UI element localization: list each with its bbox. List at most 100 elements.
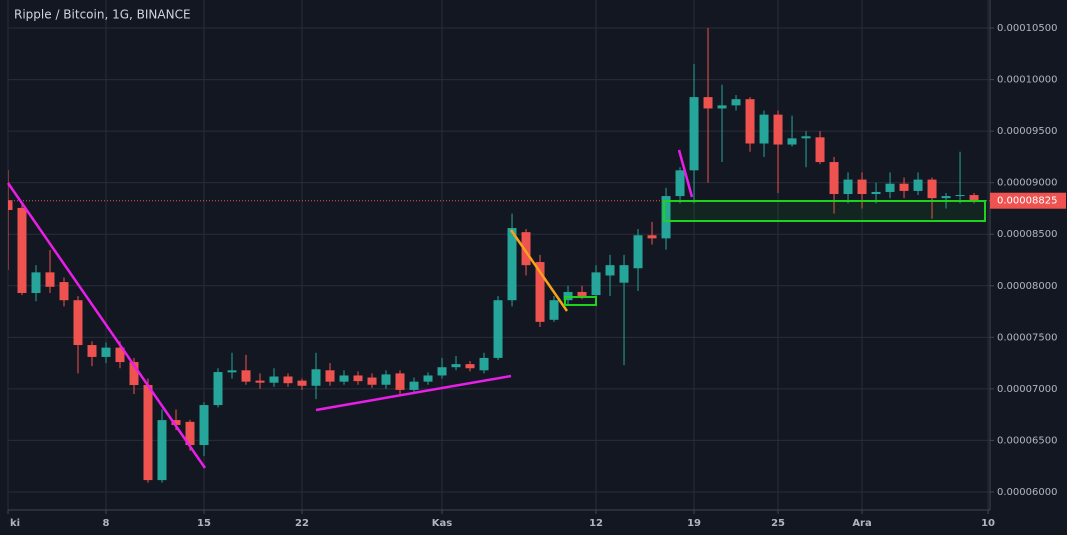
candle-body (675, 170, 685, 197)
zone-box (564, 296, 597, 306)
last-price-badge (990, 192, 1066, 209)
candle-body (381, 374, 391, 385)
candle-body (969, 195, 979, 201)
candle-body (815, 137, 825, 163)
y-tick-label: 0.00006500 (997, 435, 1057, 446)
candle-body (703, 97, 713, 109)
candle-body (717, 105, 727, 109)
candle-body (927, 179, 937, 199)
candle-body (857, 179, 867, 195)
candle-body (129, 362, 139, 386)
candle-body (773, 114, 783, 145)
y-tick-label: 0.00006000 (997, 487, 1057, 498)
candle-body (73, 300, 83, 346)
y-tick-label: 0.00009000 (997, 178, 1057, 189)
candle-body (115, 347, 125, 363)
candle-body (661, 196, 671, 239)
candle-body (311, 369, 321, 386)
y-tick-label: 0.00008500 (997, 229, 1057, 240)
y-tick-label: 0.00009500 (997, 126, 1057, 137)
chart-title: Ripple / Bitcoin, 1G, BINANCE (14, 8, 191, 22)
candle-body (801, 136, 811, 139)
candle-body (283, 376, 293, 384)
x-tick-label: 22 (295, 518, 309, 529)
candle-body (45, 272, 55, 287)
candle-body (731, 99, 741, 106)
candle-body (199, 405, 209, 446)
candle-body (31, 272, 41, 293)
axes: 0.00006000 0.00006500 0.00007000 0.00007500… (7, 23, 1066, 529)
candle-body (213, 372, 223, 406)
candle-body (171, 420, 181, 425)
candle-body (549, 300, 559, 320)
candle-body (255, 380, 265, 383)
candles (8, 28, 990, 483)
candle-body (17, 207, 27, 293)
candle-body (899, 183, 909, 191)
candle-body (619, 265, 629, 283)
candle-body (871, 191, 881, 195)
candle-body (745, 99, 755, 144)
x-tick-label: 25 (771, 518, 785, 529)
candle-body (241, 370, 251, 382)
last-price-label: 0.00008825 (997, 196, 1057, 207)
candle-body (647, 235, 657, 239)
candle-body (157, 420, 167, 481)
candle-body (605, 265, 615, 276)
candle-body (143, 385, 153, 481)
zone-box (663, 200, 986, 222)
drawings (6, 149, 986, 469)
x-tick-label: Ara (852, 518, 871, 529)
candle-body (507, 228, 517, 301)
candle-body (325, 370, 335, 382)
x-tick-label: 10 (981, 518, 995, 529)
y-tick-label: 0.00008000 (997, 281, 1057, 292)
x-tick-label: Kas (432, 518, 452, 529)
candle-body (395, 373, 405, 390)
x-tick-label: ki (10, 518, 20, 529)
x-tick-label: 19 (687, 518, 701, 529)
candle-body (479, 357, 489, 371)
candle-body (101, 347, 111, 357)
candle-body (423, 375, 433, 382)
candle-body (521, 232, 531, 266)
candle-body (591, 272, 601, 296)
candle-body (955, 195, 965, 197)
candle-body (843, 179, 853, 195)
candle-body (87, 345, 97, 357)
candle-body (409, 381, 419, 390)
candle-body (689, 97, 699, 171)
candle-body (787, 138, 797, 145)
candle-body (493, 300, 503, 358)
candle-body (465, 364, 475, 369)
y-tick-label: 0.00010000 (997, 75, 1057, 86)
candle-body (367, 377, 377, 385)
candle-body (451, 364, 461, 368)
candle-body (759, 114, 769, 144)
candle-body (269, 376, 279, 383)
candle-body (353, 375, 363, 382)
trend-line (677, 149, 694, 198)
candle-body (185, 421, 195, 446)
candle-body (829, 162, 839, 195)
candle-body (59, 282, 69, 301)
x-tick-label: 8 (103, 518, 110, 529)
candle-body (577, 291, 587, 297)
y-tick-label: 0.00007000 (997, 384, 1057, 395)
trend-line (509, 229, 569, 312)
x-tick-label: 12 (589, 518, 603, 529)
candle-body (227, 370, 237, 373)
y-tick-label: 0.00007500 (997, 332, 1057, 343)
x-tick-label: 15 (197, 518, 211, 529)
trend-line (6, 182, 207, 469)
trend-line (315, 374, 512, 412)
candle-body (535, 262, 545, 322)
candle-body (339, 375, 349, 382)
candle-body (913, 179, 923, 191)
candle-body (633, 235, 643, 269)
candle-body (437, 367, 447, 376)
candle-body (8, 200, 13, 210)
y-tick-label: 0.00010500 (997, 23, 1057, 34)
